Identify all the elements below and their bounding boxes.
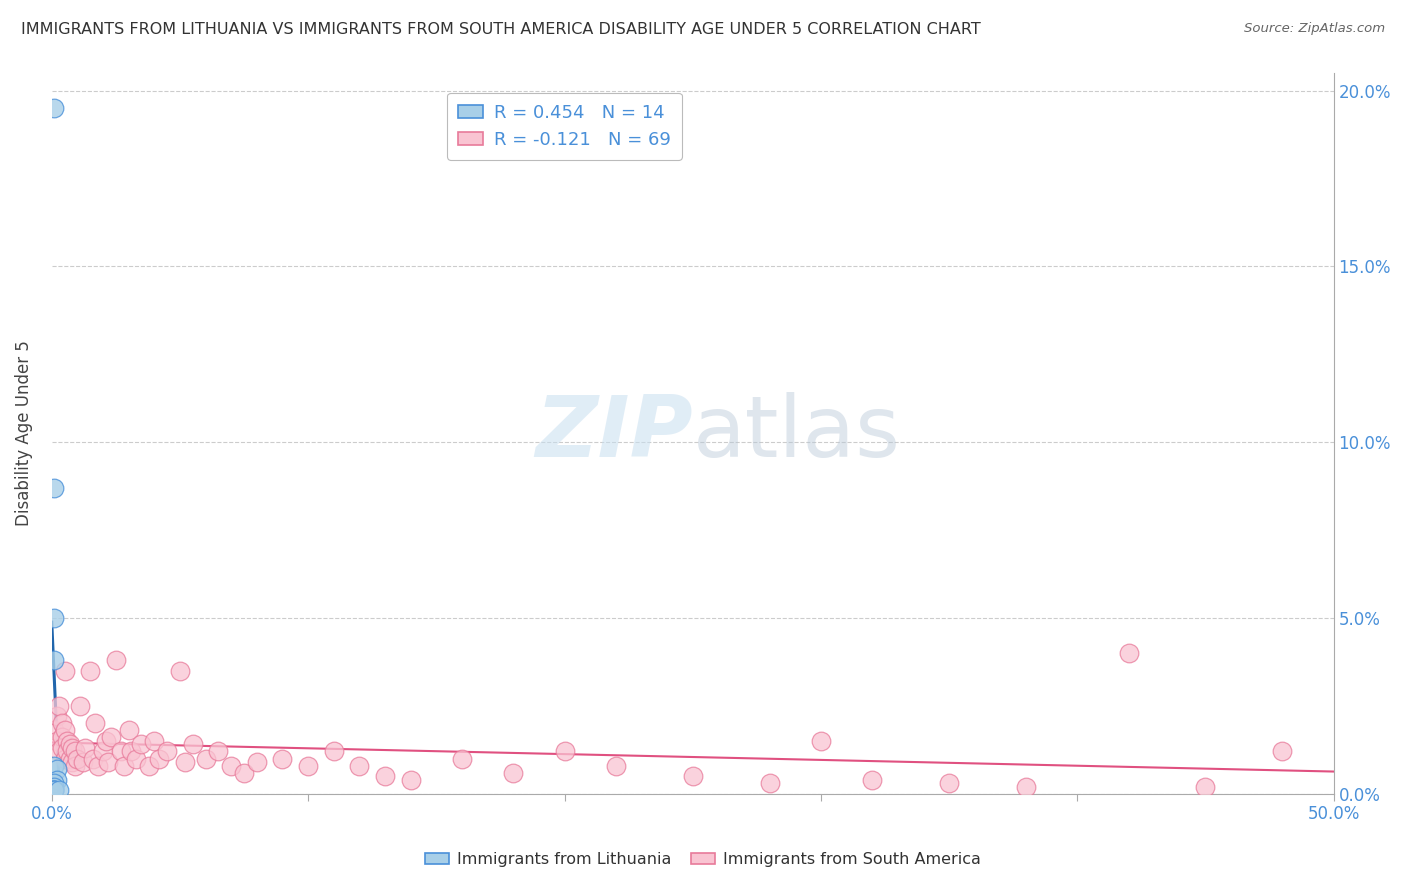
- Point: [100, 731, 122, 745]
- Point: [104, 653, 127, 667]
- Point: [59, 738, 82, 752]
- Point: [399, 772, 422, 787]
- Point: [44, 653, 66, 667]
- Point: [44, 611, 66, 625]
- Point: [138, 758, 160, 772]
- Point: [60, 755, 83, 769]
- Point: [120, 744, 142, 758]
- Point: [502, 765, 524, 780]
- Point: [42, 783, 65, 797]
- Point: [1015, 780, 1038, 794]
- Point: [207, 744, 229, 758]
- Point: [553, 744, 575, 758]
- Text: atlas: atlas: [693, 392, 901, 475]
- Point: [1194, 780, 1216, 794]
- Legend: R = 0.454   N = 14, R = -0.121   N = 69: R = 0.454 N = 14, R = -0.121 N = 69: [447, 93, 682, 160]
- Point: [45, 709, 67, 723]
- Point: [156, 744, 179, 758]
- Point: [143, 734, 166, 748]
- Point: [605, 758, 627, 772]
- Point: [349, 758, 371, 772]
- Text: Source: ZipAtlas.com: Source: ZipAtlas.com: [1244, 22, 1385, 36]
- Point: [48, 698, 70, 713]
- Point: [79, 664, 101, 678]
- Point: [72, 755, 94, 769]
- Point: [297, 758, 319, 772]
- Point: [131, 738, 153, 752]
- Point: [246, 755, 269, 769]
- Point: [44, 723, 66, 738]
- Point: [44, 783, 66, 797]
- Point: [56, 734, 79, 748]
- Text: ZIP: ZIP: [536, 392, 693, 475]
- Point: [44, 481, 66, 495]
- Point: [271, 751, 294, 765]
- Point: [63, 758, 86, 772]
- Point: [94, 734, 117, 748]
- Point: [45, 734, 67, 748]
- Point: [125, 751, 148, 765]
- Point: [59, 751, 82, 765]
- Point: [53, 664, 76, 678]
- Point: [53, 723, 76, 738]
- Point: [48, 783, 70, 797]
- Point: [97, 755, 120, 769]
- Point: [63, 744, 86, 758]
- Point: [51, 716, 73, 731]
- Point: [66, 751, 89, 765]
- Point: [60, 741, 83, 756]
- Point: [938, 776, 960, 790]
- Text: IMMIGRANTS FROM LITHUANIA VS IMMIGRANTS FROM SOUTH AMERICA DISABILITY AGE UNDER : IMMIGRANTS FROM LITHUANIA VS IMMIGRANTS …: [21, 22, 981, 37]
- Point: [75, 741, 97, 756]
- Point: [374, 769, 396, 783]
- Point: [810, 734, 832, 748]
- Point: [87, 758, 110, 772]
- Point: [44, 101, 66, 115]
- Y-axis label: Disability Age Under 5: Disability Age Under 5: [15, 341, 32, 526]
- Point: [451, 751, 474, 765]
- Point: [44, 783, 66, 797]
- Point: [169, 664, 191, 678]
- Point: [51, 741, 73, 756]
- Point: [181, 738, 204, 752]
- Point: [44, 776, 66, 790]
- Point: [45, 772, 67, 787]
- Legend: Immigrants from Lithuania, Immigrants from South America: Immigrants from Lithuania, Immigrants fr…: [419, 846, 987, 873]
- Point: [860, 772, 883, 787]
- Point: [174, 755, 197, 769]
- Point: [118, 723, 141, 738]
- Point: [51, 731, 73, 745]
- Point: [44, 780, 66, 794]
- Point: [1271, 744, 1294, 758]
- Point: [44, 758, 66, 772]
- Point: [56, 744, 79, 758]
- Point: [45, 762, 67, 776]
- Point: [758, 776, 780, 790]
- Point: [84, 716, 107, 731]
- Point: [48, 744, 70, 758]
- Point: [148, 751, 170, 765]
- Point: [194, 751, 217, 765]
- Point: [233, 765, 256, 780]
- Point: [682, 769, 704, 783]
- Point: [44, 783, 66, 797]
- Point: [219, 758, 242, 772]
- Point: [1118, 646, 1140, 660]
- Point: [322, 744, 344, 758]
- Point: [53, 751, 76, 765]
- Point: [82, 751, 104, 765]
- Point: [69, 698, 91, 713]
- Point: [91, 744, 114, 758]
- Point: [110, 744, 132, 758]
- Point: [112, 758, 135, 772]
